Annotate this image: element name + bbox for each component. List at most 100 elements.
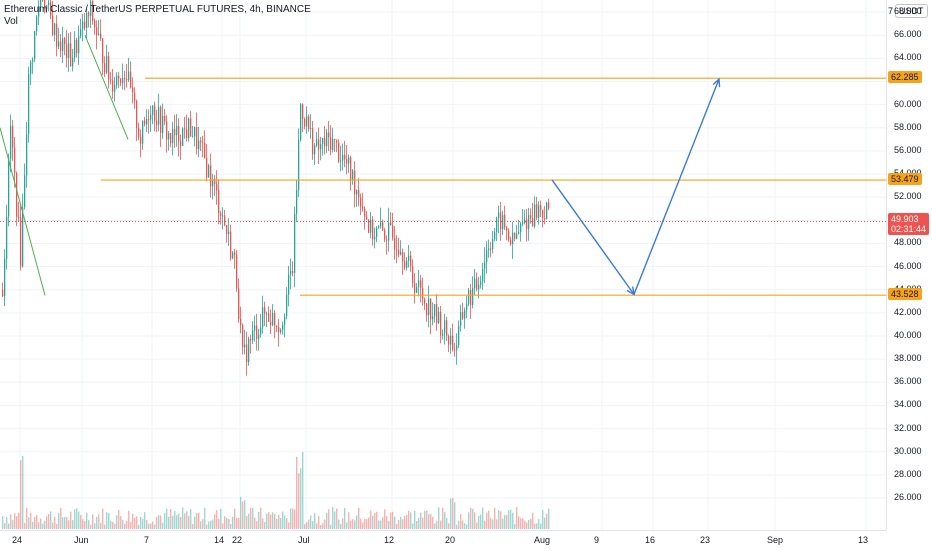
candle-body — [120, 79, 121, 83]
volume-bar — [244, 500, 245, 529]
volume-bar — [328, 509, 329, 529]
candle-body — [208, 165, 209, 177]
volume-bar — [528, 520, 529, 529]
volume-bar — [42, 524, 43, 529]
volume-bar — [526, 522, 527, 529]
price-tick-label: 32.000 — [894, 423, 922, 433]
candle-body — [148, 119, 149, 120]
price-axis[interactable]: 7 USDT 68.00066.00064.00062.00060.00058.… — [886, 0, 932, 530]
candle-body — [198, 141, 199, 149]
price-tick-label: 56.000 — [894, 145, 922, 155]
volume-bar — [30, 513, 31, 529]
volume-bar — [330, 525, 331, 529]
volume-indicator-label[interactable]: Vol — [4, 16, 18, 27]
volume-bar — [274, 514, 275, 529]
volume-bar — [284, 516, 285, 529]
candle-body — [22, 207, 23, 266]
candle-body — [476, 279, 477, 290]
candle-body — [252, 331, 253, 341]
candle-body — [274, 313, 275, 326]
candle-body — [152, 106, 153, 116]
candle-body — [238, 289, 239, 319]
volume-bar — [326, 513, 327, 529]
volume-bar — [462, 520, 463, 529]
volume-bar — [8, 524, 9, 529]
volume-bar — [314, 513, 315, 529]
candle-body — [498, 212, 499, 218]
candle-body — [416, 287, 417, 293]
candle-body — [158, 107, 159, 125]
candle-body — [402, 252, 403, 261]
volume-bar — [458, 521, 459, 529]
volume-bar — [210, 521, 211, 529]
volume-bar — [494, 508, 495, 529]
volume-bar — [20, 460, 21, 529]
candle-body — [32, 59, 33, 61]
volume-bar — [428, 514, 429, 529]
volume-bar — [196, 513, 197, 529]
candle-body — [392, 225, 393, 238]
candle-body — [380, 222, 381, 226]
volume-bar — [202, 519, 203, 529]
volume-bar — [16, 516, 17, 529]
price-tick-label: 36.000 — [894, 376, 922, 386]
volume-bar — [334, 511, 335, 529]
candle-body — [286, 295, 287, 317]
candle-body — [224, 216, 225, 226]
volume-bar — [360, 519, 361, 529]
volume-bar — [344, 508, 345, 529]
candle-body — [34, 31, 35, 59]
volume-bar — [374, 513, 375, 529]
candle-body — [2, 290, 3, 296]
volume-bar — [262, 519, 263, 529]
candle-body — [230, 232, 231, 259]
candle-body — [12, 126, 13, 148]
candle-body — [218, 190, 219, 213]
candle-body — [528, 215, 529, 229]
candle-body — [108, 56, 109, 79]
candle-body — [446, 320, 447, 336]
candle-body — [356, 190, 357, 194]
candle-body — [374, 237, 375, 239]
candle-body — [172, 129, 173, 143]
chart-canvas[interactable] — [0, 0, 886, 530]
volume-bar — [306, 522, 307, 529]
volume-bar — [496, 519, 497, 529]
volume-bar — [80, 515, 81, 529]
volume-bar — [114, 524, 115, 529]
volume-bar — [238, 518, 239, 529]
volume-bar — [240, 497, 241, 529]
candle-body — [530, 215, 531, 218]
volume-bar — [90, 525, 91, 529]
candle-body — [106, 56, 107, 73]
candle-body — [390, 223, 391, 226]
candle-body — [250, 339, 251, 341]
volume-bar — [482, 508, 483, 529]
candle-body — [378, 226, 379, 227]
candle-body — [336, 140, 337, 143]
candle-body — [184, 128, 185, 129]
candle-body — [100, 34, 101, 38]
time-tick-label: Jun — [74, 535, 89, 545]
candle-body — [370, 220, 371, 233]
volume-bar — [88, 520, 89, 529]
candle-body — [132, 88, 133, 93]
candle-body — [338, 143, 339, 162]
volume-bar — [332, 507, 333, 529]
candle-body — [168, 133, 169, 139]
candle-body — [412, 267, 413, 284]
volume-bar — [542, 510, 543, 529]
volume-bar — [340, 524, 341, 529]
candle-body — [222, 216, 223, 217]
candle-body — [494, 232, 495, 239]
candle-body — [4, 259, 5, 296]
chart-area[interactable]: Ethereum Classic / TetherUS PERPETUAL FU… — [0, 0, 886, 530]
time-tick-label: 12 — [384, 535, 394, 545]
volume-bar — [484, 521, 485, 529]
candle-body — [166, 122, 167, 140]
candle-body — [334, 139, 335, 140]
volume-bar — [346, 522, 347, 529]
candle-body — [150, 115, 151, 119]
price-tick-label: 64.000 — [894, 52, 922, 62]
